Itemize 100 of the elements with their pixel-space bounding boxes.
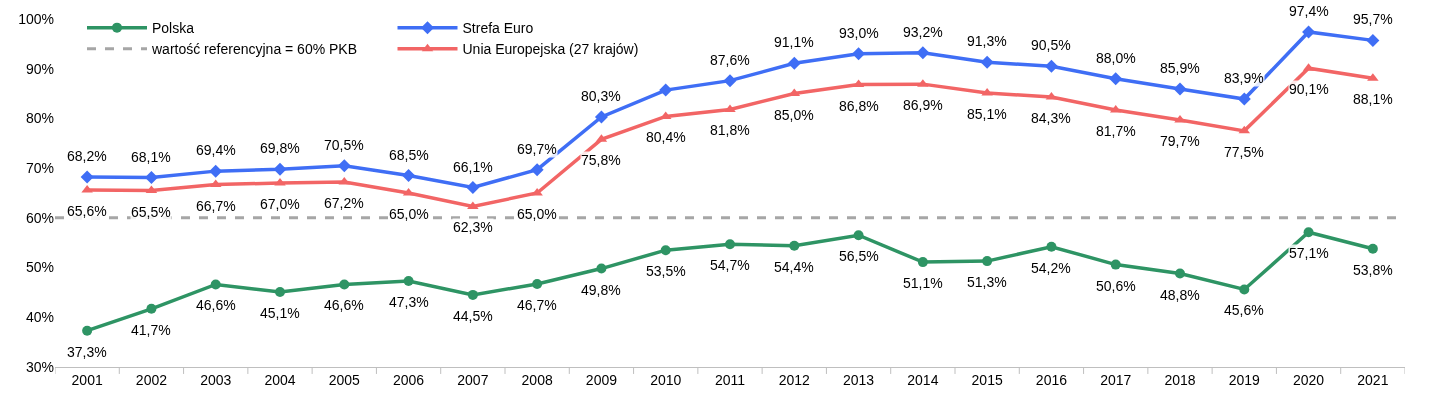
point bbox=[1366, 33, 1380, 47]
point bbox=[596, 263, 607, 274]
data-label: 81,8% bbox=[710, 122, 750, 138]
data-label: 56,5% bbox=[839, 248, 879, 264]
point bbox=[402, 169, 416, 183]
point bbox=[275, 286, 285, 297]
x-tick-label: 2019 bbox=[1228, 371, 1261, 388]
data-label: 45,6% bbox=[1224, 302, 1264, 318]
data-label: 57,1% bbox=[1289, 245, 1329, 261]
point bbox=[1237, 92, 1251, 106]
data-label: 69,4% bbox=[196, 142, 236, 158]
y-tick-label: 80% bbox=[25, 110, 54, 127]
data-label: 90,5% bbox=[1031, 37, 1071, 53]
point bbox=[1302, 25, 1316, 39]
x-tick-label: 2002 bbox=[135, 371, 168, 388]
x-tick-label: 2015 bbox=[971, 371, 1003, 388]
data-label: 80,3% bbox=[581, 88, 621, 104]
data-label: 83,9% bbox=[1224, 70, 1264, 86]
point bbox=[660, 245, 671, 256]
point bbox=[853, 230, 864, 241]
y-tick-label: 60% bbox=[25, 209, 54, 226]
data-label: 68,1% bbox=[131, 149, 171, 165]
data-label: 90,1% bbox=[1289, 81, 1329, 97]
point bbox=[916, 46, 930, 60]
point bbox=[403, 275, 414, 286]
data-label: 91,1% bbox=[774, 34, 814, 50]
data-label: 68,5% bbox=[389, 147, 429, 163]
point bbox=[1046, 241, 1057, 252]
data-label: 65,0% bbox=[517, 206, 557, 222]
data-label: 54,7% bbox=[710, 257, 750, 273]
data-label: 47,3% bbox=[389, 294, 429, 310]
point bbox=[532, 278, 543, 289]
y-tick-label: 30% bbox=[25, 358, 54, 375]
x-tick-label: 2008 bbox=[521, 371, 553, 388]
data-label: 62,3% bbox=[453, 219, 493, 235]
data-label: 79,7% bbox=[1160, 133, 1200, 149]
data-label: 88,1% bbox=[1353, 91, 1393, 107]
y-tick-label: 90% bbox=[25, 60, 54, 77]
data-label: 93,0% bbox=[839, 25, 879, 41]
data-label: 85,9% bbox=[1160, 60, 1200, 76]
point bbox=[982, 256, 993, 267]
point bbox=[1175, 268, 1185, 279]
point bbox=[144, 171, 158, 185]
point bbox=[1110, 259, 1121, 270]
data-label: 48,8% bbox=[1160, 287, 1200, 303]
point bbox=[467, 289, 478, 300]
x-tick-label: 2020 bbox=[1292, 371, 1325, 388]
data-label: 49,8% bbox=[581, 282, 621, 298]
data-label: 68,2% bbox=[67, 148, 107, 164]
point bbox=[1044, 59, 1058, 73]
point bbox=[789, 240, 800, 251]
point bbox=[210, 279, 221, 290]
point bbox=[209, 164, 223, 178]
x-tick-label: 2010 bbox=[650, 371, 682, 388]
data-label: 95,7% bbox=[1353, 11, 1393, 27]
y-tick-label: 70% bbox=[25, 160, 54, 177]
point bbox=[146, 303, 157, 314]
x-tick-label: 2001 bbox=[71, 371, 103, 388]
data-label: 86,9% bbox=[903, 97, 943, 113]
data-label: 53,8% bbox=[1353, 262, 1393, 278]
data-label: 50,6% bbox=[1096, 278, 1136, 294]
point bbox=[852, 47, 866, 61]
data-label: 46,7% bbox=[517, 297, 557, 313]
point bbox=[80, 170, 94, 184]
point bbox=[82, 325, 93, 336]
point bbox=[530, 163, 544, 177]
x-tick-label: 2021 bbox=[1357, 371, 1389, 388]
point bbox=[980, 55, 994, 69]
point bbox=[1109, 72, 1123, 86]
data-label: 85,1% bbox=[967, 106, 1007, 122]
point bbox=[725, 239, 735, 250]
legend-label: wartość referencyjna = 60% PKB bbox=[151, 41, 358, 58]
x-tick-label: 2011 bbox=[714, 371, 746, 388]
data-label: 69,7% bbox=[517, 141, 557, 157]
data-label: 51,1% bbox=[903, 275, 943, 291]
data-label: 66,7% bbox=[196, 198, 236, 214]
point bbox=[659, 83, 673, 97]
x-tick-label: 2013 bbox=[842, 371, 875, 388]
data-label: 65,6% bbox=[67, 203, 107, 219]
data-label: 87,6% bbox=[710, 52, 750, 68]
point bbox=[594, 110, 608, 124]
x-tick-label: 2014 bbox=[907, 371, 939, 388]
x-tick-label: 2004 bbox=[264, 371, 296, 388]
x-tick-label: 2003 bbox=[200, 371, 232, 388]
data-label: 37,3% bbox=[67, 344, 107, 360]
x-tick-label: 2007 bbox=[457, 371, 489, 388]
point bbox=[1239, 284, 1250, 295]
point bbox=[1173, 82, 1187, 96]
legend-label: Polska bbox=[152, 20, 195, 37]
data-label: 66,1% bbox=[453, 159, 493, 175]
data-label: 53,5% bbox=[646, 263, 686, 279]
data-label: 67,2% bbox=[324, 195, 364, 211]
legend-label: Strefa Euro bbox=[462, 20, 534, 37]
data-label: 84,3% bbox=[1031, 110, 1071, 126]
data-label: 65,0% bbox=[389, 206, 429, 222]
data-label: 45,1% bbox=[260, 305, 300, 321]
x-tick-label: 2005 bbox=[328, 371, 361, 388]
data-label: 46,6% bbox=[324, 297, 364, 313]
y-tick-label: 50% bbox=[25, 259, 54, 276]
data-label: 93,2% bbox=[903, 24, 943, 40]
